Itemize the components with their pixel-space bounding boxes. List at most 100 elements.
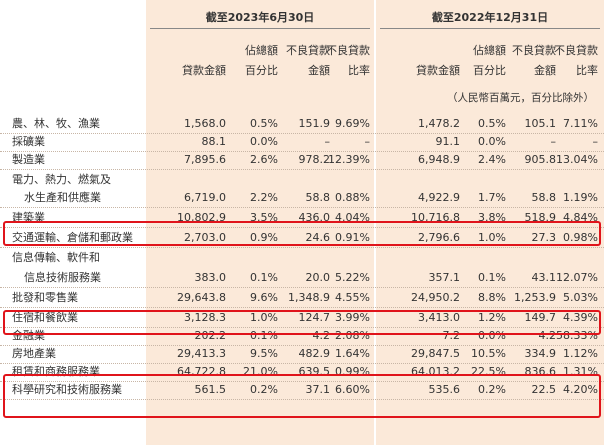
industry-label: 建築業 [12, 211, 45, 224]
column-header-line2: 百分比 [473, 64, 506, 77]
table-cell: 1.19% [563, 191, 598, 204]
table-cell: 2.2% [250, 191, 278, 204]
table-cell: 13.04% [556, 153, 598, 166]
table-cell: 7,895.6 [184, 153, 226, 166]
column-header-line2: 貸款金額 [416, 64, 460, 77]
table-cell: 6.60% [335, 383, 370, 396]
column-header-line2: 金額 [308, 64, 330, 77]
table-row: 房地產業 29,413.3 9.5% 482.9 1.64% 29,847.5 10.5% 3… [0, 345, 604, 363]
table-cell: 2,703.0 [184, 231, 226, 244]
table-cell: 12.39% [328, 153, 370, 166]
table-cell: 10,716.8 [411, 211, 460, 224]
table-cell: 8.8% [478, 291, 506, 304]
table-cell: 3.8% [478, 211, 506, 224]
period-header-2023: 截至2023年6月30日 [205, 11, 315, 24]
row-divider [0, 363, 604, 364]
industry-label: 製造業 [12, 153, 45, 166]
row-divider [0, 227, 604, 228]
table-row: 水生產和供應業 6,719.0 2.2% 58.8 0.88% 4,922.9 1.7% 58… [0, 189, 604, 207]
table-cell: 0.98% [563, 231, 598, 244]
table-row: 採礦業 88.1 0.0% – – 91.1 0.0% – – [0, 133, 604, 151]
industry-label: 電力、熱力、燃氣及 [12, 173, 111, 186]
table-cell: 29,643.8 [177, 291, 226, 304]
highlight-box-real-estate-leasing [3, 374, 601, 418]
table-cell: 29,413.3 [177, 347, 226, 360]
row-divider [0, 287, 604, 288]
table-row: 交通運輸、倉儲和郵政業 2,703.0 0.9% 24.6 0.91% 2,796.6 1.… [0, 229, 604, 247]
industry-label: 農、林、牧、漁業 [12, 117, 100, 130]
table-cell: 4,922.9 [418, 191, 460, 204]
table-cell: 91.1 [435, 135, 461, 148]
column-header-line1: 不良貸款 [286, 44, 330, 57]
table-cell: 10,802.9 [177, 211, 226, 224]
table-cell: 0.5% [478, 117, 506, 130]
table-cell: 22.5 [531, 383, 557, 396]
table-cell: 10.5% [471, 347, 506, 360]
column-header-line2: 比率 [348, 64, 370, 77]
period-header-rule-2022 [380, 28, 600, 29]
table-row: 科學研究和技術服務業 561.5 0.2% 37.1 6.60% 535.6 0.2% 22.… [0, 381, 604, 399]
table-cell: 24.6 [305, 231, 331, 244]
table-cell: 58.33% [556, 329, 598, 342]
industry-label: 住宿和餐飲業 [12, 311, 78, 324]
table-cell: 978.2 [298, 153, 331, 166]
industry-label: 批發和零售業 [12, 291, 78, 304]
table-cell: 4.2 [312, 329, 331, 342]
table-cell: 43.1 [531, 271, 557, 284]
column-header-line1: 不良貸款 [326, 44, 370, 57]
table-cell: 518.9 [524, 211, 557, 224]
table-cell: 3,413.0 [418, 311, 460, 324]
table-cell: 4.55% [335, 291, 370, 304]
table-cell: 1,348.9 [288, 291, 330, 304]
table-cell: 357.1 [428, 271, 461, 284]
table-cell: – [550, 135, 557, 148]
table-row: 住宿和餐飲業 3,128.3 1.0% 124.7 3.99% 3,413.0 1.2% 14… [0, 309, 604, 327]
table-cell: 202.2 [194, 329, 227, 342]
table-cell: 149.7 [524, 311, 557, 324]
table-cell: 1.0% [250, 311, 278, 324]
table-cell: 24,950.2 [411, 291, 460, 304]
table-cell: 0.88% [335, 191, 370, 204]
table-cell: 37.1 [305, 383, 331, 396]
table-cell: 20.0 [305, 271, 331, 284]
table-cell: 4.39% [563, 311, 598, 324]
table-cell: 0.0% [478, 135, 506, 148]
table-cell: 334.9 [524, 347, 557, 360]
table-cell: 7.11% [563, 117, 598, 130]
industry-label: 採礦業 [12, 135, 45, 148]
table-cell: 27.3 [531, 231, 557, 244]
table-cell: 9.69% [335, 117, 370, 130]
column-header-line1: 不良貸款 [554, 44, 598, 57]
table-cell: 2.6% [250, 153, 278, 166]
table-cell: 6,948.9 [418, 153, 460, 166]
table-cell: 4.2 [538, 329, 557, 342]
table-cell: 7.2 [442, 329, 461, 342]
column-header-line2: 比率 [576, 64, 598, 77]
table-row: 金融業 202.2 0.1% 4.2 2.08% 7.2 0.0% 4.2 58.33% [0, 327, 604, 345]
table-cell: 0.2% [250, 383, 278, 396]
table-cell: 29,847.5 [411, 347, 460, 360]
table-cell: 383.0 [194, 271, 227, 284]
table-cell: 0.5% [250, 117, 278, 130]
table-cell: 2,796.6 [418, 231, 460, 244]
row-divider [0, 345, 604, 346]
table-cell: 905.8 [524, 153, 557, 166]
row-divider [0, 133, 604, 134]
table-row: 信息傳輸、軟件和 [0, 249, 604, 267]
table-cell: 0.2% [478, 383, 506, 396]
table-cell: 5.03% [563, 291, 598, 304]
table-cell: 1,478.2 [418, 117, 460, 130]
table-cell: – [592, 135, 599, 148]
industry-label: 金融業 [12, 329, 45, 342]
table-cell: 4.04% [335, 211, 370, 224]
column-header-line2: 金額 [534, 64, 556, 77]
table-cell: 0.0% [250, 135, 278, 148]
table-row: 製造業 7,895.6 2.6% 978.2 12.39% 6,948.9 2.4% 905.… [0, 151, 604, 169]
table-cell: 5.22% [335, 271, 370, 284]
industry-label: 水生產和供應業 [24, 191, 101, 204]
industry-label: 房地產業 [12, 347, 56, 360]
table-cell: 0.91% [335, 231, 370, 244]
column-header-line1: 佔總額 [473, 44, 506, 57]
table-cell: 2.08% [335, 329, 370, 342]
table-cell: 0.0% [478, 329, 506, 342]
